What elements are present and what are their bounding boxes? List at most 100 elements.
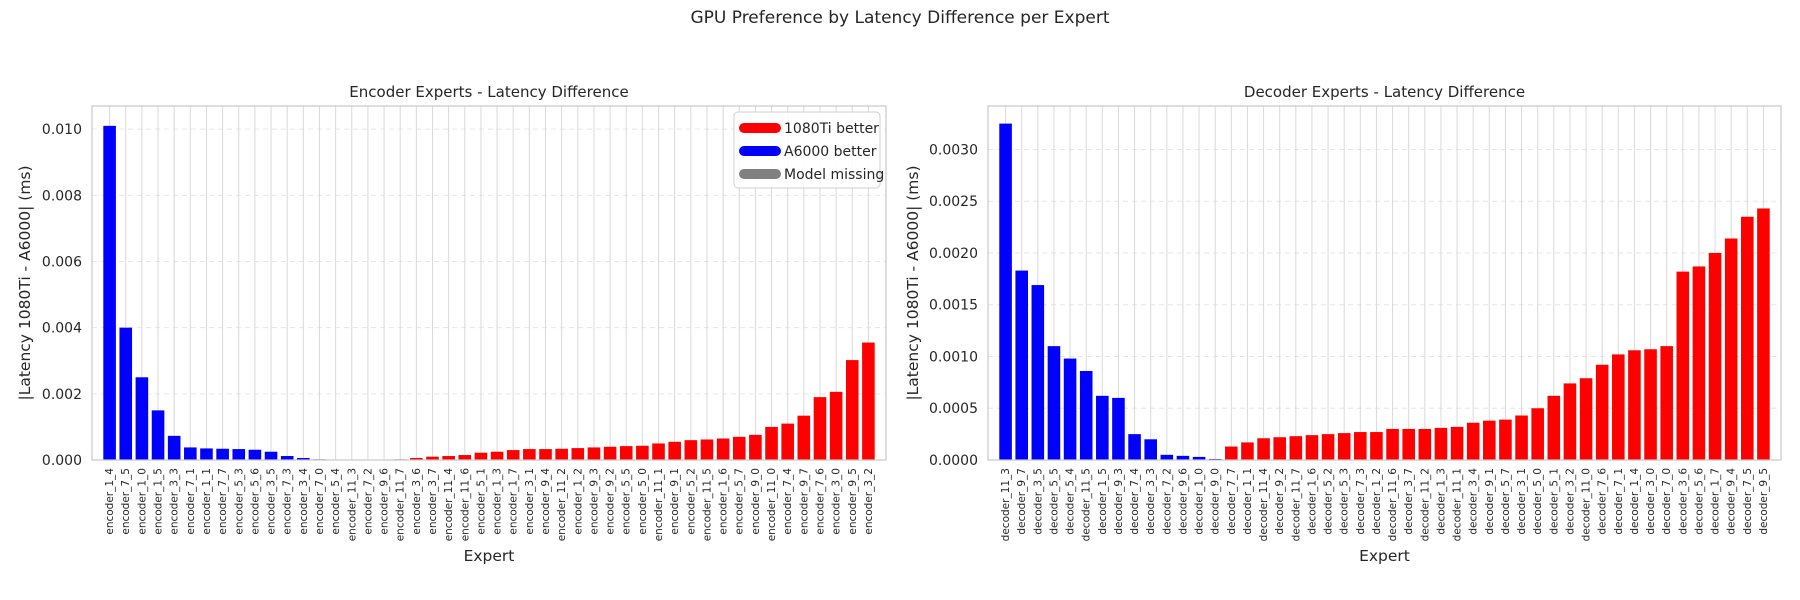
- x-tick-label: encoder_5_3: [233, 468, 245, 535]
- y-tick-label: 0.0030: [929, 142, 978, 158]
- x-tick-label: encoder_7_1: [185, 468, 197, 535]
- bar-decoder_7_3: [1354, 432, 1367, 460]
- x-tick-label: encoder_7_6: [814, 468, 826, 535]
- x-tick-label: encoder_7_3: [282, 468, 294, 535]
- bar-encoder_7_7: [216, 448, 229, 460]
- y-axis-label: |Latency 1080Ti - A6000| (ms): [16, 165, 34, 400]
- bar-decoder_9_3: [1112, 397, 1125, 460]
- bar-encoder_7_3: [280, 456, 294, 460]
- x-tick-label: decoder_3_4: [1468, 468, 1480, 535]
- x-tick-label: encoder_11_6: [459, 468, 471, 542]
- x-tick-label: encoder_11_4: [443, 468, 455, 542]
- legend-label: Model missing: [784, 167, 884, 183]
- bar-encoder_9_3: [587, 447, 601, 460]
- x-tick-label: decoder_5_2: [1323, 468, 1335, 535]
- bar-decoder_9_1: [1483, 420, 1496, 460]
- y-tick-label: 0.0005: [929, 401, 978, 417]
- x-tick-label: encoder_5_7: [734, 468, 746, 535]
- x-tick-label: encoder_11_1: [653, 468, 665, 541]
- bar-encoder_5_0: [636, 445, 649, 460]
- x-tick-label: encoder_9_4: [540, 468, 552, 535]
- bar-decoder_7_4: [1128, 434, 1141, 460]
- x-tick-label: decoder_9_1: [1484, 468, 1496, 535]
- x-tick-label: decoder_1_0: [1194, 468, 1206, 535]
- bar-decoder_5_4: [1063, 358, 1077, 460]
- x-tick-label: encoder_7_7: [217, 468, 229, 535]
- x-tick-label: encoder_1_4: [104, 468, 116, 535]
- bar-decoder_1_0: [1192, 456, 1206, 460]
- bar-encoder_5_6: [248, 449, 262, 460]
- x-tick-label: decoder_7_3: [1355, 468, 1367, 535]
- x-tick-label: decoder_1_5: [1097, 468, 1109, 535]
- x-tick-label: decoder_5_0: [1532, 468, 1544, 535]
- bar-decoder_11_4: [1257, 438, 1270, 460]
- bar-encoder_11_2: [555, 448, 568, 460]
- x-tick-label: encoder_3_0: [831, 468, 843, 535]
- x-tick-label: decoder_9_7: [1016, 468, 1028, 535]
- bar-decoder_7_1: [1612, 354, 1625, 460]
- y-tick-label: 0.0020: [929, 246, 978, 262]
- x-tick-label: decoder_3_2: [1564, 468, 1576, 535]
- chart-title: Encoder Experts - Latency Difference: [349, 83, 628, 101]
- x-tick-label: decoder_11_7: [1290, 468, 1302, 541]
- x-tick-label: encoder_9_2: [605, 468, 617, 535]
- axes-frame: [91, 105, 887, 461]
- bar-decoder_11_7: [1289, 436, 1303, 460]
- legend-label: A6000 better: [784, 144, 877, 160]
- x-tick-label: encoder_3_3: [169, 468, 181, 535]
- x-tick-label: decoder_3_1: [1516, 468, 1528, 535]
- bar-decoder_11_2: [1418, 428, 1432, 460]
- x-tick-label: encoder_3_2: [863, 468, 875, 535]
- bar-encoder_3_0: [829, 391, 843, 460]
- bar-encoder_9_4: [539, 449, 552, 460]
- x-tick-label: decoder_9_3: [1113, 468, 1125, 535]
- bar-encoder_5_7: [732, 436, 746, 460]
- x-tick-label: decoder_1_1: [1242, 468, 1254, 535]
- y-tick-label: 0.010: [42, 122, 82, 138]
- x-tick-label: encoder_3_7: [427, 468, 439, 535]
- x-tick-label: decoder_3_0: [1645, 468, 1657, 535]
- x-tick-label: encoder_9_3: [588, 468, 600, 535]
- bar-decoder_3_5: [1031, 285, 1045, 460]
- x-tick-label: decoder_3_7: [1403, 468, 1415, 535]
- bar-decoder_3_2: [1563, 383, 1577, 460]
- x-tick-label: encoder_3_4: [298, 468, 310, 535]
- x-axis-label: Expert: [1359, 547, 1410, 565]
- x-tick-label: encoder_5_4: [330, 468, 342, 535]
- y-tick-label: 0.0025: [929, 194, 978, 210]
- bar-decoder_3_6: [1676, 271, 1690, 460]
- x-tick-label: encoder_9_6: [379, 468, 391, 535]
- x-tick-label: decoder_1_4: [1629, 468, 1641, 535]
- x-tick-label: decoder_9_2: [1274, 468, 1286, 535]
- bar-encoder_1_6: [716, 438, 730, 460]
- x-tick-label: decoder_7_0: [1661, 468, 1673, 535]
- bar-encoder_7_5: [119, 327, 133, 460]
- x-tick-label: decoder_5_4: [1065, 468, 1077, 535]
- bar-encoder_9_0: [749, 434, 762, 460]
- y-tick-label: 0.0015: [929, 298, 978, 314]
- x-tick-label: decoder_9_4: [1726, 468, 1738, 535]
- bar-decoder_11_6: [1386, 428, 1399, 460]
- x-tick-label: decoder_7_6: [1597, 468, 1609, 535]
- x-tick-label: decoder_7_4: [1129, 468, 1141, 535]
- bar-decoder_5_7: [1499, 419, 1512, 460]
- y-tick-label: 0.008: [42, 188, 82, 204]
- bar-decoder_5_5: [1047, 346, 1061, 460]
- x-tick-label: encoder_1_6: [718, 468, 730, 535]
- x-tick-label: encoder_1_7: [508, 468, 520, 535]
- bar-encoder_11_4: [442, 456, 455, 460]
- bar-decoder_5_3: [1337, 433, 1351, 460]
- y-tick-label: 0.006: [42, 254, 82, 270]
- x-tick-label: encoder_1_5: [153, 468, 165, 535]
- bar-encoder_9_2: [603, 446, 617, 460]
- x-tick-label: encoder_9_7: [798, 468, 810, 535]
- x-tick-label: decoder_1_3: [1435, 468, 1447, 535]
- x-tick-label: encoder_9_5: [847, 468, 859, 535]
- bar-encoder_3_1: [523, 449, 536, 460]
- x-tick-label: encoder_9_1: [669, 468, 681, 535]
- bar-decoder_7_0: [1660, 346, 1673, 460]
- x-tick-label: encoder_7_5: [120, 468, 132, 535]
- x-tick-label: decoder_11_6: [1387, 468, 1399, 542]
- bar-decoder_1_4: [1628, 350, 1641, 460]
